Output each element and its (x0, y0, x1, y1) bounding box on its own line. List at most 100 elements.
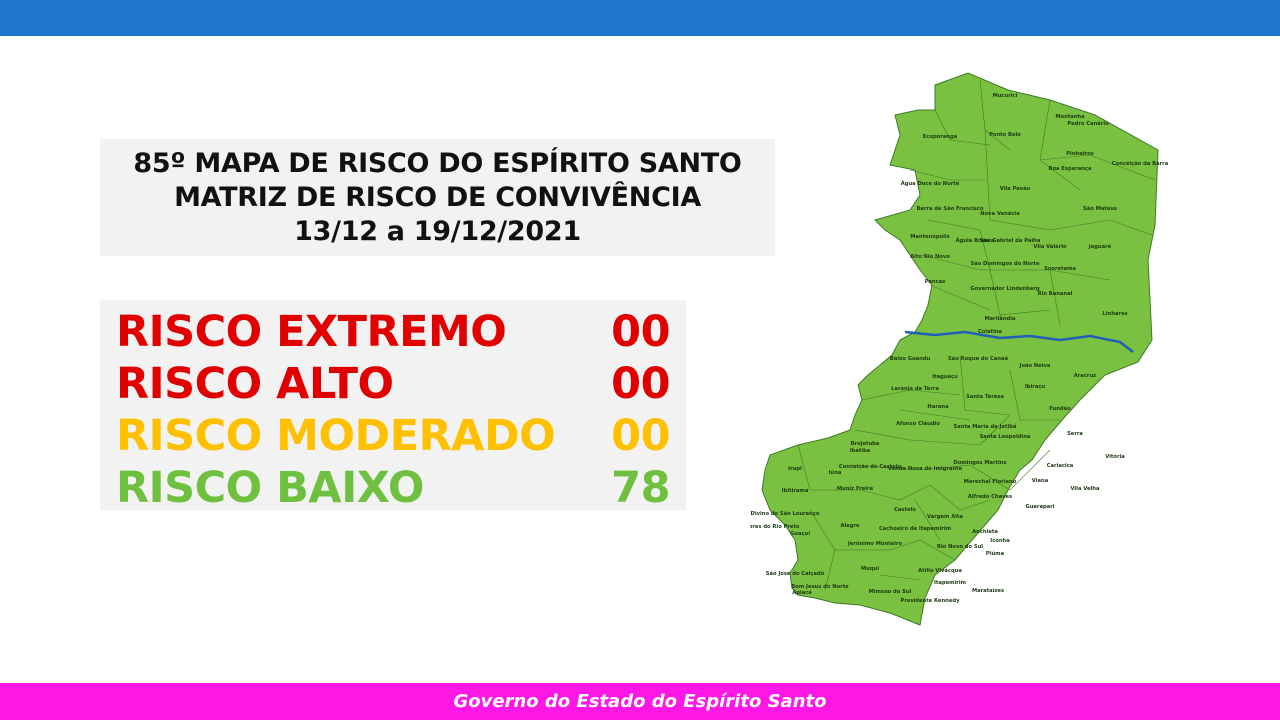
state-risk-map: Mucurici Montanha Pedro Canário Ecoporanga P… (745, 70, 1170, 630)
municipality-label: Nova Venécia (980, 210, 1020, 217)
municipality-label: Montanha (1055, 114, 1085, 120)
municipality-label: Viana (1032, 478, 1049, 484)
municipality-border (1009, 369, 1060, 421)
risk-label: RISCO EXTREMO (116, 307, 507, 357)
municipality-label: Baixo Guandu (890, 356, 931, 362)
footer-text: Governo do Estado do Espírito Santo (453, 691, 827, 712)
municipality-label: Iúna (829, 469, 842, 476)
municipality-label: Itaguaçu (932, 374, 958, 380)
municipality-label: Boa Esperança (1048, 166, 1092, 172)
municipality-border (824, 549, 836, 591)
municipality-border (959, 354, 1011, 416)
municipality-label: Domingos Martins (953, 460, 1006, 466)
municipality-label: Dores do Rio Preto (750, 524, 800, 530)
municipality-label: Conceição da Barra (1112, 161, 1169, 167)
municipality-border (934, 109, 991, 146)
municipality-border (921, 254, 1111, 281)
municipality-label: Conceição do Castelo (839, 464, 902, 470)
municipality-label: Colatina (978, 329, 1003, 335)
title-panel: 85º MAPA DE RISCO DO ESPÍRITO SANTO MATR… (100, 139, 775, 256)
municipality-label: Guarapari (1025, 504, 1054, 510)
municipality-label: Fundão (1049, 406, 1071, 412)
municipality-label: Rio Bananal (1038, 291, 1073, 297)
risk-count: 00 (611, 307, 670, 357)
state-outline (761, 72, 1159, 626)
municipality-border (914, 499, 941, 541)
risk-row-moderado: RISCO MODERADO 00 (116, 410, 670, 462)
municipality-label: Mucurici (993, 93, 1018, 99)
municipality-label: Jerônimo Monteiro (847, 540, 903, 547)
municipality-border (909, 169, 985, 181)
municipality-label: Brejetuba (851, 441, 880, 447)
municipality-label: Ponto Belo (989, 132, 1021, 138)
municipality-border (927, 219, 991, 271)
risk-row-baixo: RISCO BAIXO 78 (116, 462, 670, 514)
municipality-border (849, 464, 971, 471)
municipality-label: Irupi (788, 466, 802, 472)
municipality-label: São José do Calçado (766, 570, 825, 577)
municipality-label: Atílio Vivácqua (918, 567, 962, 574)
municipality-label: Vitória (1105, 453, 1125, 460)
municipality-label: Laranja da Terra (891, 386, 939, 392)
municipality-label: Marechal Floriano (964, 479, 1017, 485)
municipality-label: Marilândia (985, 315, 1016, 322)
municipality-label: Ibitirama (782, 488, 809, 494)
municipality-border (929, 484, 991, 511)
municipality-label: Guaçuí (790, 530, 811, 537)
municipality-border (1039, 154, 1156, 181)
rio-doce-river (904, 330, 1134, 353)
municipality-label: Bom Jesus do Norte (791, 584, 849, 590)
risk-row-alto: RISCO ALTO 00 (116, 358, 670, 410)
municipality-label: Mantenópolis (910, 233, 950, 240)
municipality-label: Governador Lindenberg (970, 286, 1040, 292)
municipality-label: Jaguaré (1088, 243, 1112, 250)
municipality-label: Muqui (861, 566, 879, 572)
municipality-label: São Domingos do Norte (970, 261, 1040, 267)
municipality-label: Mimoso do Sul (869, 589, 912, 595)
risk-label: RISCO ALTO (116, 359, 394, 409)
municipality-label: Ibiraçu (1025, 384, 1046, 390)
municipality-label: Apiacá (792, 589, 812, 596)
municipality-label: Ibatiba (850, 448, 871, 454)
risk-summary-panel: RISCO EXTREMO 00 RISCO ALTO 00 RISCO MOD… (100, 300, 686, 513)
municipality-label: Afonso Cláudio (896, 420, 940, 427)
risk-count: 00 (611, 359, 670, 409)
municipality-label: Barra de São Francisco (916, 206, 984, 212)
municipality-label: Marataízes (972, 587, 1004, 594)
municipality-label: Itapemirim (934, 580, 966, 586)
map-title: 85º MAPA DE RISCO DO ESPÍRITO SANTO (133, 147, 742, 179)
municipality-label: Alto Rio Novo (910, 254, 950, 260)
municipality-border (1049, 269, 1061, 326)
risk-count: 78 (611, 463, 670, 513)
municipality-label: Cachoeiro de Itapemirim (879, 526, 951, 532)
municipality-label: São Mateus (1083, 206, 1117, 212)
municipality-label: Água Doce do Norte (901, 180, 960, 187)
municipality-label: Serra (1067, 431, 1083, 437)
municipality-label: Vila Valério (1033, 243, 1067, 250)
risk-label: RISCO BAIXO (116, 463, 424, 513)
municipality-label: Muniz Freire (837, 486, 874, 492)
municipality-borders (797, 79, 1156, 591)
municipality-label: Santa Maria de Jetibá (954, 423, 1017, 430)
municipality-border (889, 539, 956, 561)
municipality-label: Alegre (840, 523, 860, 529)
municipality-border (861, 389, 961, 401)
municipality-border (859, 484, 931, 501)
risk-label: RISCO MODERADO (116, 411, 556, 461)
municipality-label: Piúma (986, 550, 1005, 557)
municipality-border (854, 429, 981, 446)
municipality-label: Alfredo Chaves (968, 494, 1012, 500)
municipality-border (797, 444, 860, 491)
municipality-label: Pinheiros (1066, 151, 1093, 157)
footer-banner: Governo do Estado do Espírito Santo (0, 683, 1280, 720)
municipality-border (929, 284, 991, 311)
risk-count: 00 (611, 411, 670, 461)
date-range: 13/12 a 19/12/2021 (294, 215, 581, 247)
municipality-label: Santa Teresa (966, 394, 1004, 400)
municipality-label: Pedro Canário (1067, 120, 1109, 127)
municipality-label: Itarana (927, 404, 949, 410)
municipality-label: São Roque do Canaã (948, 356, 1008, 362)
municipality-label: Santa Leopoldina (980, 434, 1031, 440)
municipality-label: Castelo (894, 507, 916, 513)
